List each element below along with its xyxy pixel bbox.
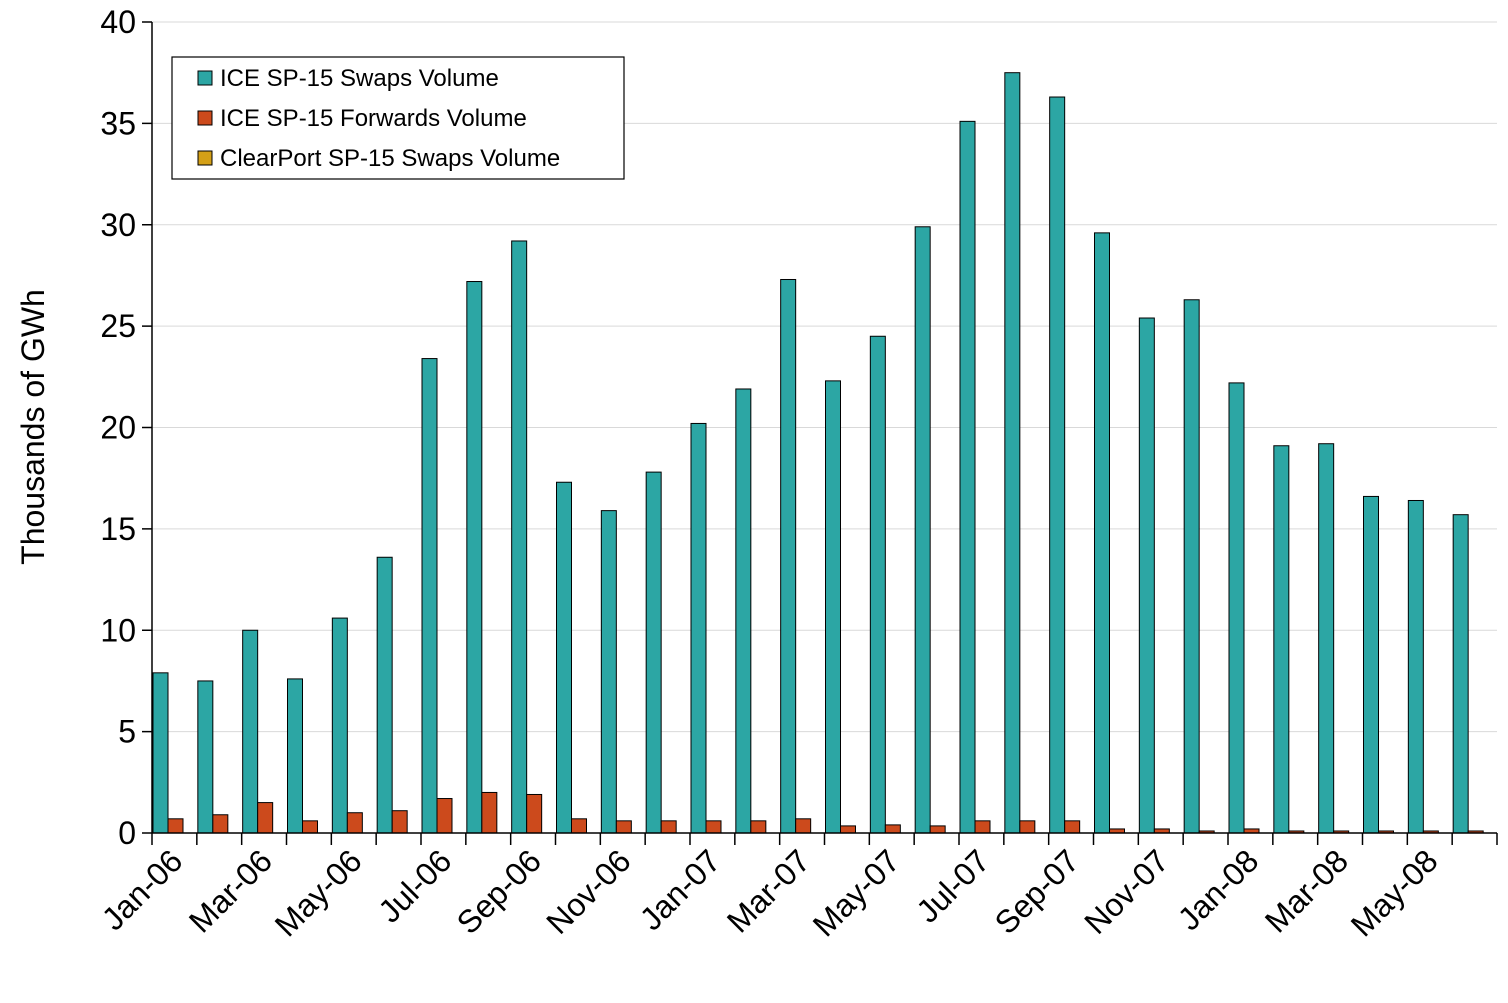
y-tick-label: 20 (100, 410, 136, 446)
bar (1138, 317, 1155, 834)
bar (391, 810, 408, 834)
bar (481, 791, 498, 834)
x-tick-label: Nov-06 (539, 842, 637, 940)
y-tick-label: 40 (100, 4, 136, 40)
bar (750, 820, 767, 834)
y-tick-label: 10 (100, 612, 136, 648)
bar (1407, 499, 1424, 834)
bar (645, 471, 662, 834)
bar (526, 793, 543, 834)
x-tick-label: May-08 (1344, 842, 1445, 943)
x-tick-label: Mar-07 (720, 842, 817, 939)
bar (735, 388, 752, 834)
bar (615, 820, 632, 834)
bar (167, 818, 184, 834)
y-tick-label: 0 (118, 815, 136, 851)
bar (1049, 96, 1066, 834)
bar (840, 825, 856, 834)
bar (795, 818, 812, 834)
bar (705, 820, 722, 834)
x-tick-label: Jul-06 (371, 842, 458, 929)
x-tick-label: May-06 (268, 842, 369, 943)
bar (660, 820, 677, 834)
bar (929, 825, 946, 834)
bar (1452, 514, 1469, 834)
bar (257, 802, 274, 834)
bar (690, 422, 707, 834)
y-tick-label: 25 (100, 308, 136, 344)
bar (959, 120, 976, 834)
x-tick-label: Jan-07 (633, 842, 728, 937)
bar (421, 358, 438, 834)
x-tick-label: Sep-06 (450, 842, 548, 940)
bar (376, 556, 393, 834)
bar (346, 812, 363, 834)
bar (331, 617, 348, 834)
legend-swatch (197, 110, 213, 126)
bar (600, 510, 617, 834)
y-tick-label: 35 (100, 105, 136, 141)
bar (1064, 820, 1081, 834)
bar (1004, 72, 1021, 834)
bar (212, 814, 229, 834)
bar (1094, 232, 1110, 834)
x-tick-label: Nov-07 (1077, 842, 1175, 940)
bar (197, 680, 214, 834)
y-axis-label: Thousands of GWh (15, 289, 51, 565)
bar (287, 678, 303, 834)
x-tick-label: Jan-08 (1171, 842, 1266, 937)
bar (466, 281, 483, 834)
bar (1273, 445, 1290, 834)
y-tick-label: 15 (100, 511, 136, 547)
y-tick-label: 5 (118, 714, 136, 750)
legend-label: ICE SP-15 Swaps Volume (220, 65, 499, 92)
y-tick-label: 30 (100, 207, 136, 243)
legend-label: ICE SP-15 Forwards Volume (220, 105, 527, 132)
bar (780, 278, 797, 834)
legend-swatch (197, 150, 213, 166)
bar (914, 226, 931, 834)
bar (511, 240, 528, 834)
bar (1318, 443, 1335, 834)
bar (884, 824, 901, 834)
legend-swatch (197, 70, 213, 86)
x-tick-label: Jul-07 (909, 842, 996, 929)
bar (825, 380, 841, 834)
bar (152, 672, 169, 834)
x-tick-label: Jan-06 (95, 842, 190, 937)
bar (556, 481, 572, 834)
bar (1363, 495, 1379, 834)
legend-box (171, 56, 625, 180)
bar (1228, 382, 1245, 834)
x-tick-label: Sep-07 (988, 842, 1086, 940)
legend-label: ClearPort SP-15 Swaps Volume (220, 145, 560, 172)
bar (869, 335, 886, 834)
bar (302, 820, 318, 834)
bar (242, 629, 259, 834)
x-tick-label: Mar-06 (182, 842, 279, 939)
bar (436, 798, 453, 834)
x-tick-label: Mar-08 (1258, 842, 1355, 939)
bar (1019, 820, 1036, 834)
bar (1183, 299, 1200, 834)
bar (974, 820, 991, 834)
x-tick-label: May-07 (806, 842, 907, 943)
bar (571, 818, 587, 834)
